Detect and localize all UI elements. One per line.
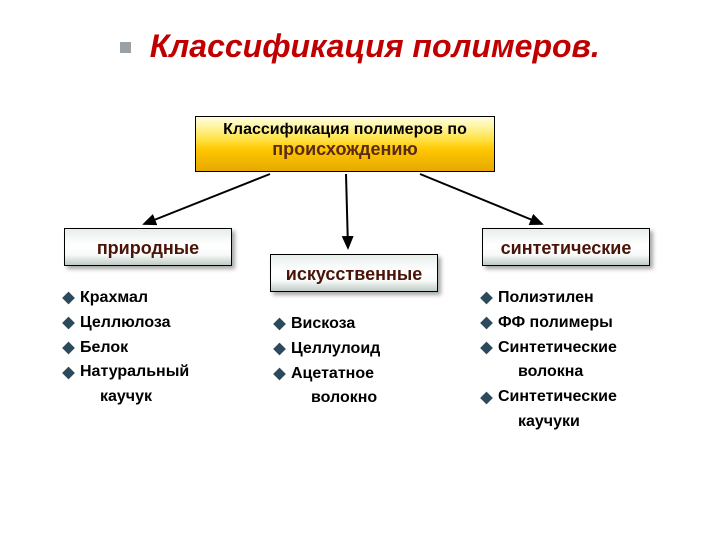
diamond-bullet-icon	[273, 368, 286, 381]
diamond-bullet-icon	[273, 318, 286, 331]
diamond-bullet-icon	[480, 342, 493, 355]
diamond-bullet-icon	[480, 292, 493, 305]
list-item-label: Белок	[80, 339, 128, 356]
item-list-synthetic: Полиэтилен ФФ полимеры Синтетические волокн…	[482, 286, 617, 435]
diamond-bullet-icon	[480, 317, 493, 330]
diamond-bullet-icon	[273, 343, 286, 356]
item-list-artificial: Вискоза Целлулоид Ацетатное волокно	[275, 312, 380, 411]
list-item: Вискоза	[275, 312, 380, 337]
list-item: Целлулоид	[275, 337, 380, 362]
list-item-label: Натуральный	[80, 363, 189, 380]
list-item-label: Вискоза	[291, 315, 355, 332]
list-item-label: Синтетические	[498, 339, 617, 356]
list-item-label: Ацетатное	[291, 365, 374, 382]
list-item-label: ФФ полимеры	[498, 314, 613, 331]
diamond-bullet-icon	[480, 391, 493, 404]
list-item: Ацетатное	[275, 362, 380, 387]
list-item: Натуральный	[64, 360, 189, 385]
diamond-bullet-icon	[62, 317, 75, 330]
slide: Классификация полимеров. Классификация п…	[0, 0, 720, 540]
arrow	[420, 174, 542, 224]
list-item: Синтетические	[482, 336, 617, 361]
category-box-synthetic: синтетические	[482, 228, 650, 266]
item-list-natural: Крахмал Целлюлоза Белок Натуральный каучук	[64, 286, 189, 410]
list-item: Крахмал	[64, 286, 189, 311]
category-box-natural: природные	[64, 228, 232, 266]
list-item-continuation: каучуки	[482, 410, 617, 435]
list-item-label: Полиэтилен	[498, 289, 594, 306]
diamond-bullet-icon	[62, 342, 75, 355]
arrow	[346, 174, 348, 248]
list-item: Целлюлоза	[64, 311, 189, 336]
list-item-continuation: каучук	[64, 385, 189, 410]
category-box-artificial: искусственные	[270, 254, 438, 292]
list-item-label: Целлулоид	[291, 340, 380, 357]
list-item-label: Крахмал	[80, 289, 148, 306]
arrow	[144, 174, 270, 224]
list-item-label: Целлюлоза	[80, 314, 171, 331]
diamond-bullet-icon	[62, 292, 75, 305]
list-item: Полиэтилен	[482, 286, 617, 311]
list-item: ФФ полимеры	[482, 311, 617, 336]
list-item-continuation: волокно	[275, 386, 380, 411]
diamond-bullet-icon	[62, 366, 75, 379]
list-item-label: Синтетические	[498, 388, 617, 405]
list-item: Белок	[64, 336, 189, 361]
list-item: Синтетические	[482, 385, 617, 410]
list-item-continuation: волокна	[482, 360, 617, 385]
